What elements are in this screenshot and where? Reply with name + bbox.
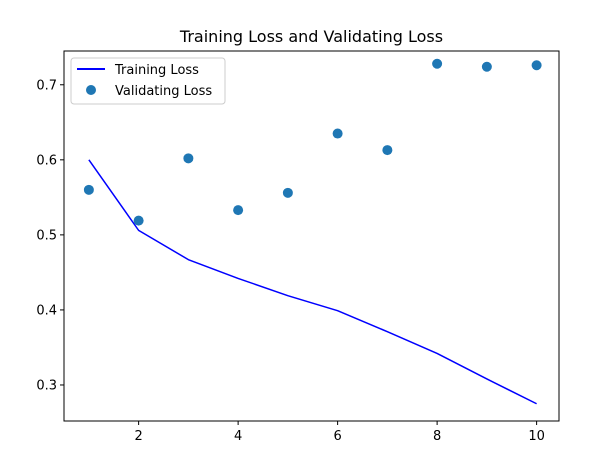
x-tick-label: 2	[134, 429, 142, 444]
y-tick-label: 0.4	[36, 303, 57, 318]
legend: Training Loss Validating Loss	[70, 57, 226, 105]
x-tick-label: 4	[234, 429, 242, 444]
legend-label-validating-loss: Validating Loss	[115, 84, 212, 99]
data-point-validating-loss	[531, 60, 542, 71]
legend-box	[70, 57, 226, 105]
y-tick-label: 0.6	[36, 153, 57, 168]
data-point-validating-loss	[481, 61, 492, 72]
data-point-validating-loss	[332, 128, 343, 139]
data-point-validating-loss	[133, 215, 144, 226]
x-tick-label: 6	[333, 429, 341, 444]
data-point-validating-loss	[382, 145, 393, 156]
y-tick-label: 0.3	[36, 378, 57, 393]
legend-label-training-loss: Training Loss	[114, 63, 199, 78]
legend-swatch-validating-loss	[86, 85, 96, 95]
data-point-validating-loss	[183, 153, 194, 164]
axes-frame	[63, 50, 560, 422]
y-axis: 0.3 0.4 0.5 0.6 0.7	[36, 78, 64, 393]
series-line-training-loss	[88, 159, 537, 405]
y-tick-label: 0.7	[36, 78, 57, 93]
data-point-validating-loss	[432, 58, 443, 69]
data-point-validating-loss	[83, 184, 94, 195]
x-axis: 2 4 6 8 10	[134, 421, 545, 444]
chart-title: Training Loss and Validating Loss	[179, 27, 443, 46]
data-point-validating-loss	[282, 187, 293, 198]
plot-layer	[83, 58, 542, 405]
y-tick-label: 0.5	[36, 228, 57, 243]
x-tick-label: 8	[433, 429, 441, 444]
data-point-validating-loss	[233, 205, 244, 216]
x-tick-label: 10	[528, 429, 545, 444]
